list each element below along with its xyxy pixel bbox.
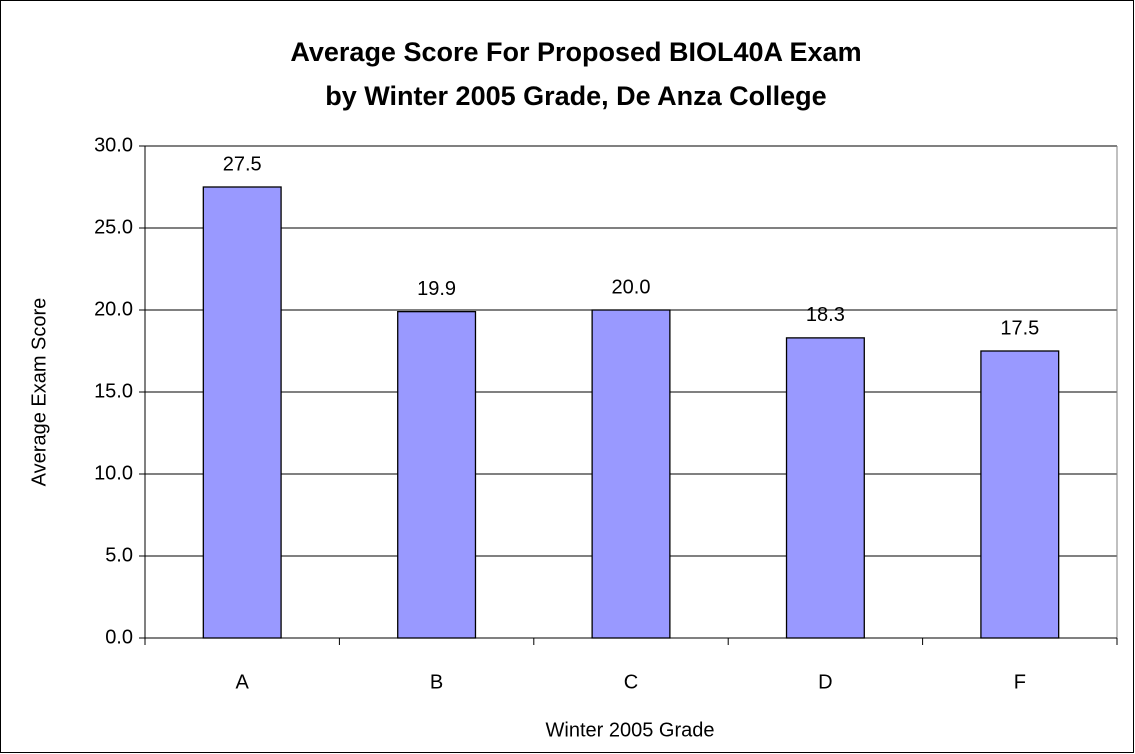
x-tick-label: A [236, 671, 250, 693]
y-tick-label: 10.0 [94, 462, 133, 484]
bar [980, 350, 1060, 639]
y-tick-label: 25.0 [94, 216, 133, 238]
bar [591, 309, 671, 639]
y-tick-label: 5.0 [105, 544, 133, 566]
bar [785, 337, 865, 639]
data-label: 18.3 [806, 304, 845, 326]
y-tick-label: 15.0 [94, 380, 133, 402]
data-label: 20.0 [612, 276, 651, 298]
data-label: 19.9 [417, 278, 456, 300]
x-tick-label: B [430, 671, 443, 693]
y-tick-label: 20.0 [94, 298, 133, 320]
chart-title: Average Score For Proposed BIOL40A Exam [290, 37, 861, 67]
y-tick-label: 0.0 [105, 626, 133, 648]
y-axis-label: Average Exam Score [28, 298, 50, 487]
chart-title: by Winter 2005 Grade, De Anza College [325, 81, 826, 111]
bar [202, 186, 282, 639]
data-label: 17.5 [1000, 317, 1039, 339]
x-tick-label: C [624, 671, 638, 693]
x-axis-label: Winter 2005 Grade [546, 719, 715, 741]
y-tick-label: 30.0 [94, 134, 133, 156]
data-label: 27.5 [223, 153, 262, 175]
x-tick-label: D [818, 671, 832, 693]
bar [397, 310, 477, 639]
x-tick-label: F [1014, 671, 1026, 693]
